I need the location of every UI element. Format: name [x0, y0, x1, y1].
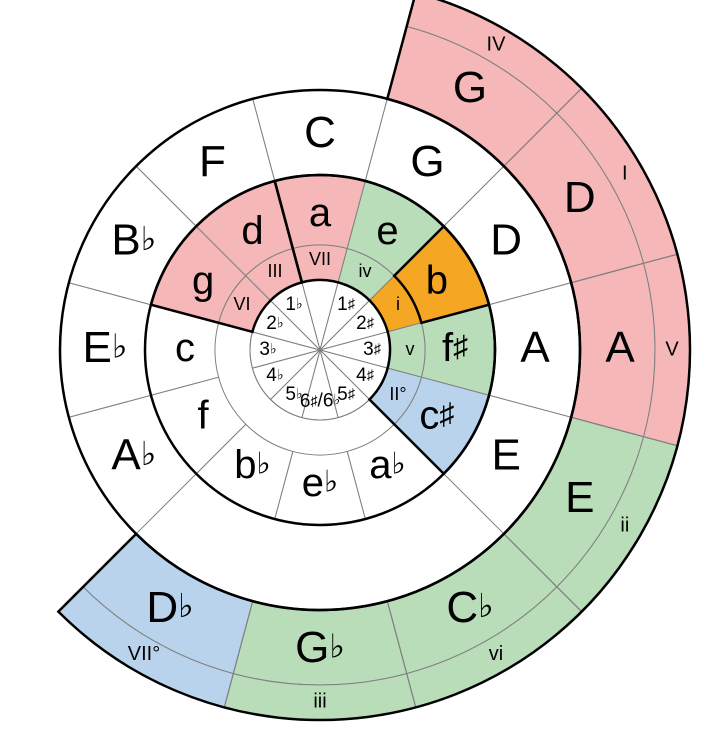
minor-label: g — [192, 258, 214, 302]
keysig-label: 3♭ — [259, 339, 276, 360]
inner-roman-label: VI — [234, 294, 251, 314]
major-label: D — [490, 215, 522, 264]
ext-roman-label: iii — [313, 690, 326, 712]
minor-label: b — [426, 258, 448, 302]
inner-roman-label: iv — [359, 261, 372, 281]
minor-label: a — [309, 191, 332, 235]
ext-roman-label: I — [622, 162, 628, 184]
major-label: E — [492, 430, 521, 479]
keysig-label: 3♯ — [363, 339, 382, 360]
minor-label: a♭ — [369, 442, 405, 486]
circle-of-fifths-diagram: CaVIIGIVGeiv1♯DIDbi2♯AVAf♯v3♯EiiEc♯II°4♯… — [0, 0, 718, 746]
ext-roman-label: VII° — [128, 643, 160, 665]
ext-roman-label: V — [665, 338, 679, 360]
minor-label: f — [198, 393, 210, 437]
keysig-label: 1♯ — [337, 294, 356, 315]
keysig-label: 2♭ — [266, 313, 283, 334]
minor-label: b♭ — [234, 442, 270, 486]
keysig-label: 5♭ — [285, 384, 302, 405]
major-label: F — [199, 136, 226, 185]
keysig-label: 2♯ — [356, 313, 375, 334]
minor-label: f♯ — [442, 326, 468, 370]
minor-label: c — [175, 326, 195, 370]
ext-major-label: D — [564, 173, 596, 222]
ext-major-label: E — [565, 473, 594, 522]
ext-roman-label: vi — [489, 643, 503, 665]
major-label: A — [520, 323, 550, 372]
minor-label: d — [241, 209, 263, 253]
minor-label: e — [376, 209, 398, 253]
keysig-label: 4♭ — [266, 365, 283, 386]
ext-roman-label: ii — [620, 514, 629, 536]
keysig-label: 1♭ — [285, 294, 302, 315]
major-label: C — [304, 108, 336, 157]
minor-label: e♭ — [302, 461, 338, 505]
inner-roman-label: v — [406, 339, 415, 359]
inner-roman-label: i — [396, 294, 400, 314]
major-label: G — [410, 136, 444, 185]
ext-major-label: A — [605, 323, 635, 372]
inner-roman-label: II° — [389, 384, 406, 404]
minor-label: c♯ — [419, 393, 454, 437]
ext-major-label: G — [453, 63, 487, 112]
inner-roman-label: III — [267, 261, 282, 281]
ext-roman-label: IV — [487, 33, 507, 55]
keysig-label: 4♯ — [356, 365, 375, 386]
inner-roman-label: VII — [309, 249, 331, 269]
